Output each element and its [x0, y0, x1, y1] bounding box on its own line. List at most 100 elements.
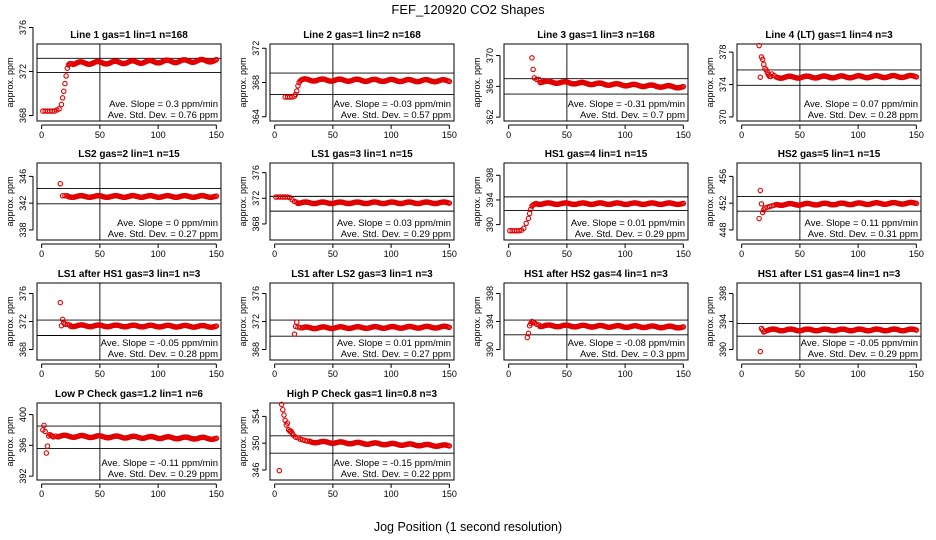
panel-grid: Line 1 gas=1 lin=1 n=168 0 50 100 150 368 372 3…: [5, 20, 924, 499]
plot-frame: [736, 43, 922, 122]
panel-7: HS1 gas=4 lin=1 n=15 0 50 100 150 390 394 398ap…: [472, 149, 691, 259]
y-axis-label: approx. ppm: [472, 296, 482, 346]
stdev-text: Ave. Std. Dev. = 0.29 ppm: [108, 469, 218, 480]
y-tick-label: 392: [18, 469, 28, 484]
x-tick-label: 150: [909, 369, 924, 379]
stdev-text: Ave. Std. Dev. = 0.29 ppm: [341, 229, 451, 240]
x-tick-label: 0: [272, 130, 277, 140]
data-point: [278, 401, 285, 408]
stdev-text: Ave. Std. Dev. = 0.76 ppm: [108, 110, 218, 121]
panel-11: HS1 after HS2 gas=4 lin=1 n=3 0 50 100 150 39…: [472, 269, 691, 379]
stdev-text: Ave. Std. Dev. = 0.29 ppm: [808, 349, 918, 360]
x-tick-label: 50: [328, 249, 338, 259]
y-tick-label: 376: [251, 165, 261, 180]
panel-5: LS2 gas=2 lin=1 n=15 0 50 100 150 338 342 346ap…: [5, 149, 224, 259]
x-tick-label: 50: [328, 369, 338, 379]
x-tick-label: 0: [739, 249, 744, 259]
plot-frame: [736, 282, 922, 361]
y-tick-label: 448: [718, 222, 728, 237]
data-point: [292, 91, 299, 98]
data-point: [762, 205, 768, 211]
plot-frame: [36, 43, 222, 122]
y-tick-label: 342: [18, 196, 28, 211]
y-tick-label: 390: [485, 217, 495, 232]
x-tick-label: 100: [384, 130, 399, 140]
x-tick-label: 50: [562, 130, 572, 140]
plot-frame: [503, 162, 689, 241]
data-point: [446, 443, 453, 449]
panel-title: HS1 after HS2 gas=4 lin=1 n=3: [524, 269, 668, 280]
x-tick-label: 100: [851, 249, 866, 259]
x-tick-label: 50: [95, 249, 105, 259]
y-tick-label: 374: [718, 77, 728, 92]
plot-frame: [36, 402, 222, 481]
x-tick-label: 50: [562, 369, 572, 379]
panel-title: HS2 gas=5 lin=1 n=15: [778, 149, 881, 160]
data-point: [769, 203, 775, 209]
data-point: [680, 200, 687, 207]
data-point: [756, 42, 762, 49]
y-tick-label: 390: [485, 342, 495, 357]
x-tick-label: 0: [272, 489, 277, 499]
data-point: [280, 406, 286, 413]
y-tick-label: 362: [485, 110, 495, 125]
x-tick-label: 150: [209, 249, 224, 259]
data-point: [297, 436, 304, 442]
panel-title: Line 3 gas=1 lin=3 n=168: [537, 30, 655, 41]
panel-14: High P Check gas=1 lin=0.8 n=3 0 50 100 150 3…: [238, 389, 457, 499]
data-point: [284, 194, 291, 200]
plot-frame: [36, 162, 222, 241]
data-point: [758, 201, 765, 207]
panel-10: LS1 after LS2 gas=3 lin=1 n=3 0 50 100 150 36…: [238, 269, 457, 379]
slope-text: Ave. Slope = -0.08 ppm/min: [568, 338, 685, 349]
stdev-text: Ave. Std. Dev. = 0.57 ppm: [341, 110, 451, 121]
x-tick-label: 0: [39, 369, 44, 379]
panel-2: Line 2 gas=1 lin=2 n=168 0 50 100 150 364 368 3…: [238, 30, 457, 140]
data-point: [61, 88, 67, 95]
y-axis-label: approx. ppm: [705, 57, 715, 107]
x-tick-label: 100: [384, 489, 399, 499]
slope-text: Ave. Slope = 0.3 ppm/min: [109, 99, 218, 110]
x-tick-label: 0: [272, 249, 277, 259]
y-tick-label: 394: [718, 314, 728, 329]
x-tick-label: 150: [909, 249, 924, 259]
x-tick-label: 0: [39, 249, 44, 259]
data-point: [294, 319, 300, 325]
y-tick-label: 338: [18, 222, 28, 237]
panel-13: Low P Check gas=1.2 lin=1 n=6 0 50 100 150 39…: [5, 389, 224, 499]
data-point: [292, 434, 299, 440]
data-point: [759, 56, 766, 63]
slope-text: Ave. Slope = -0.15 ppm/min: [334, 458, 451, 469]
x-tick-label: 100: [151, 249, 166, 259]
y-axis-label: approx. ppm: [238, 176, 248, 226]
x-tick-label: 50: [95, 489, 105, 499]
y-tick-label: 376: [18, 20, 28, 35]
data-point: [913, 200, 920, 207]
y-tick-label: 372: [251, 314, 261, 329]
x-tick-label: 100: [384, 369, 399, 379]
x-tick-label: 50: [95, 369, 105, 379]
y-axis-label: approx. ppm: [705, 176, 715, 226]
data-point: [516, 228, 522, 234]
x-tick-label: 100: [151, 369, 166, 379]
x-tick-label: 100: [151, 489, 166, 499]
data-point: [757, 74, 764, 80]
x-tick-label: 0: [506, 369, 511, 379]
data-point: [299, 437, 306, 443]
data-point: [213, 193, 220, 199]
data-point: [291, 331, 298, 337]
slope-text: Ave. Slope = -0.05 ppm/min: [101, 338, 218, 349]
x-tick-label: 50: [562, 249, 572, 259]
data-point: [276, 467, 283, 474]
panel-title: LS1 after LS2 gas=3 lin=1 n=3: [291, 269, 433, 280]
x-tick-label: 50: [795, 369, 805, 379]
data-point: [757, 348, 764, 355]
stdev-text: Ave. Std. Dev. = 0.22 ppm: [341, 469, 451, 480]
panel-title: LS1 after HS1 gas=3 lin=1 n=3: [58, 269, 201, 280]
data-point: [446, 324, 453, 331]
data-point: [62, 80, 68, 87]
panel-title: HS1 after LS1 gas=4 lin=1 n=3: [758, 269, 901, 280]
y-axis-label: approx. ppm: [705, 296, 715, 346]
y-axis-label: approx. ppm: [238, 416, 248, 466]
